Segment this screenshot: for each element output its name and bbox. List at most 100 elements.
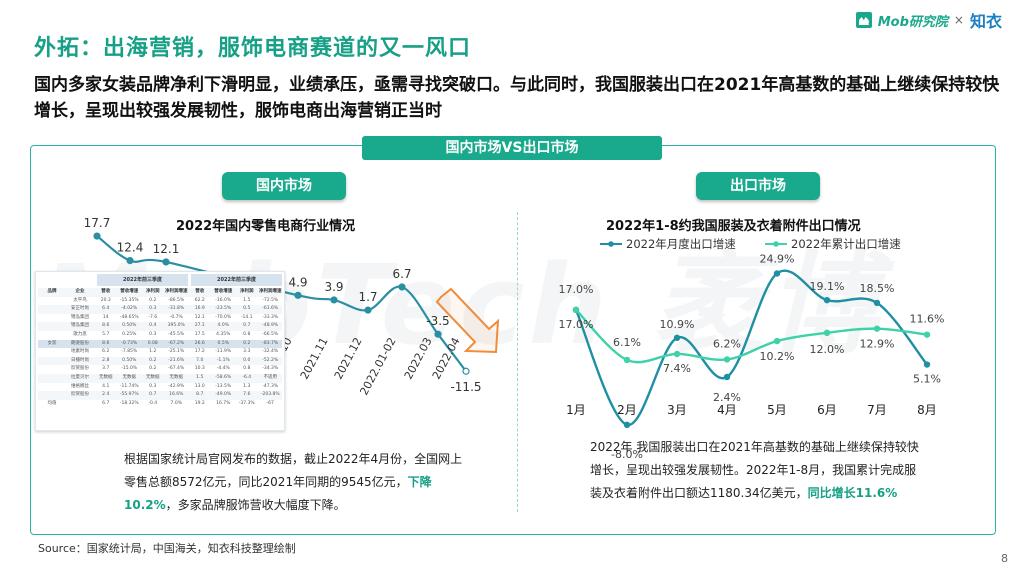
export-x-tick-label: 7月 (867, 403, 887, 417)
logo-separator: × (953, 13, 964, 27)
table-cell: -4.02% (121, 306, 138, 312)
table-cell: 19.2 (194, 400, 205, 406)
monthly-data-label: 18.5% (860, 282, 895, 295)
table-cell (38, 374, 66, 383)
table-cell: -47.3% (262, 383, 279, 389)
cumulative-data-label: 11.6% (910, 313, 945, 326)
table-cell: 8.6 (102, 323, 110, 329)
export-x-tick-label: 6月 (817, 403, 837, 417)
table-cell: 0.2 (149, 357, 157, 363)
table-cell: 0.50% (122, 323, 137, 329)
table-cell: 17.2 (194, 349, 205, 355)
cumulative-data-label: 12.9% (860, 338, 895, 351)
domestic-point (434, 330, 442, 338)
table-cell: -66.5% (262, 331, 279, 337)
table-cell: -67.4% (168, 366, 185, 372)
domestic-chart-title: 2022年国内零售电商行业情况 (176, 219, 356, 234)
monthly-data-label: 17.0% (559, 283, 594, 296)
table-cell: -70.0% (215, 314, 232, 320)
table-cell: 无数据 (146, 374, 160, 380)
table-cell: 无数据 (122, 374, 137, 380)
table-cell: 欣贺股份 (71, 392, 89, 398)
export-x-tick-label: 8月 (917, 403, 937, 417)
page-subtitle: 国内多家女装品牌净利下滑明显，业绩承压，亟需寻找突破口。与此同时，我国服装出口在… (34, 75, 1000, 121)
brand-financials-table: 2022年前三季度 2022年前三季度 品牌 企业 营收 营收增速 净利润 净利润增速 营收… (35, 271, 285, 431)
table-cell: -58.6% (215, 374, 232, 380)
table-cell: -32.4% (262, 349, 279, 355)
table-cell (38, 365, 66, 374)
table-cell: 锦泓集团 (71, 323, 89, 329)
table-cell: 0.8 (243, 366, 251, 372)
monthly-point (873, 299, 881, 307)
domestic-data-label: 17.7 (84, 216, 111, 230)
table-cell: -37.3% (238, 400, 255, 406)
table-cell (38, 331, 66, 340)
table-cell: 0.2 (149, 366, 157, 372)
table-cell: 6.2 (102, 349, 110, 355)
cumulative-data-label: 10.2% (760, 350, 795, 363)
export-note-text: 2022年 我国服装出口在2021年高基数的基础上继续保持较快增长，呈现出较强发… (590, 440, 919, 500)
table-cell: -203.8% (260, 392, 280, 398)
table-cell: 0.2 (149, 297, 157, 303)
table-cell: -67 (266, 400, 274, 406)
table-cell: 0.3 (149, 383, 157, 389)
export-note: 2022年 我国服装出口在2021年高基数的基础上继续保持较快增长，呈现出较强发… (590, 436, 920, 505)
table-cell: -15.35% (119, 297, 139, 303)
table-cell: 3.7 (102, 366, 110, 372)
domestic-data-label: 4.9 (288, 275, 307, 289)
table-cell: -25.1% (168, 349, 185, 355)
domestic-point (93, 232, 101, 240)
cumulative-point (723, 356, 731, 363)
monthly-data-label: 2.4% (713, 391, 741, 404)
legend-label: 2022年累计出口增速 (791, 237, 901, 251)
table-cell (38, 391, 66, 400)
table-cell (38, 383, 66, 392)
table-cell: 不适用 (263, 374, 278, 380)
table-cell: -34.3% (262, 366, 279, 372)
table-row: 安正时尚 6.4 -4.02% 0.3 -31.8% 16.9 -23.5% 0.5 -61.6… (38, 305, 282, 314)
table-cell: 0.7 (149, 392, 157, 398)
decline-arrow-icon (435, 287, 500, 354)
cumulative-data-label: 7.4% (663, 362, 691, 375)
table-cell: 0.50% (122, 357, 137, 363)
table-row: 歌力思 5.7 0.25% 0.3 -45.5% 17.5 4.35% 0.8 -66.5% (38, 331, 282, 340)
table-cell (66, 400, 94, 409)
domestic-note-highlight: 下降10.2% (124, 475, 432, 512)
section-banner: 国内市场VS出口市场 (362, 136, 662, 160)
table-cell: 拉夏贝尔 (71, 374, 89, 380)
monthly-data-label: 10.9% (660, 318, 695, 331)
table-cell: -1.1% (216, 357, 230, 363)
domestic-data-label: 1.7 (358, 290, 377, 304)
monthly-point (823, 296, 831, 304)
table-cell: 2.8 (102, 357, 110, 363)
cumulative-point (673, 350, 681, 358)
table-cell: 0.5% (217, 340, 229, 346)
table-cell: -33.3% (262, 314, 279, 320)
table-cell: 395.0% (167, 323, 185, 329)
table-group-header-1: 2022年前三季度 (97, 274, 188, 286)
table-cell: -0.73% (121, 340, 138, 346)
table-cell: 0.0 (243, 357, 251, 363)
table-cell: 女装 (47, 340, 57, 346)
table-cell (38, 348, 66, 357)
table-cell (38, 297, 66, 306)
domestic-point (398, 283, 406, 291)
domestic-note-text: 根据国家统计局官网发布的数据，截止2022年4月份，全国网上零售总额8572亿元… (124, 452, 463, 489)
cumulative-point (823, 329, 831, 336)
monthly-data-label: 24.9% (760, 252, 795, 265)
table-cell: -6.4 (242, 374, 252, 380)
export-x-tick-label: 5月 (767, 403, 787, 417)
table-cell (38, 322, 66, 331)
table-cell: -21.6% (168, 357, 185, 363)
table-cell: 16.7% (216, 400, 231, 406)
table-cell: -15.0% (121, 366, 138, 372)
domestic-data-label: -11.5 (450, 380, 481, 394)
table-cell: 锦泓集团 (71, 314, 89, 320)
page-title: 外拓：出海营销，服饰电商赛道的又一风口 (34, 36, 472, 61)
table-cell: 2.4 (102, 392, 110, 398)
header-logos: Mob研究院 × 知衣 (855, 8, 1002, 32)
table-row: 维格娜丝 4.1 -11.74% 0.3 -42.9% 13.0 -13.5% 1.3 -47.… (38, 383, 282, 392)
table-cell: 8.6 (102, 340, 110, 346)
table-cell: 净利润 (240, 289, 254, 294)
